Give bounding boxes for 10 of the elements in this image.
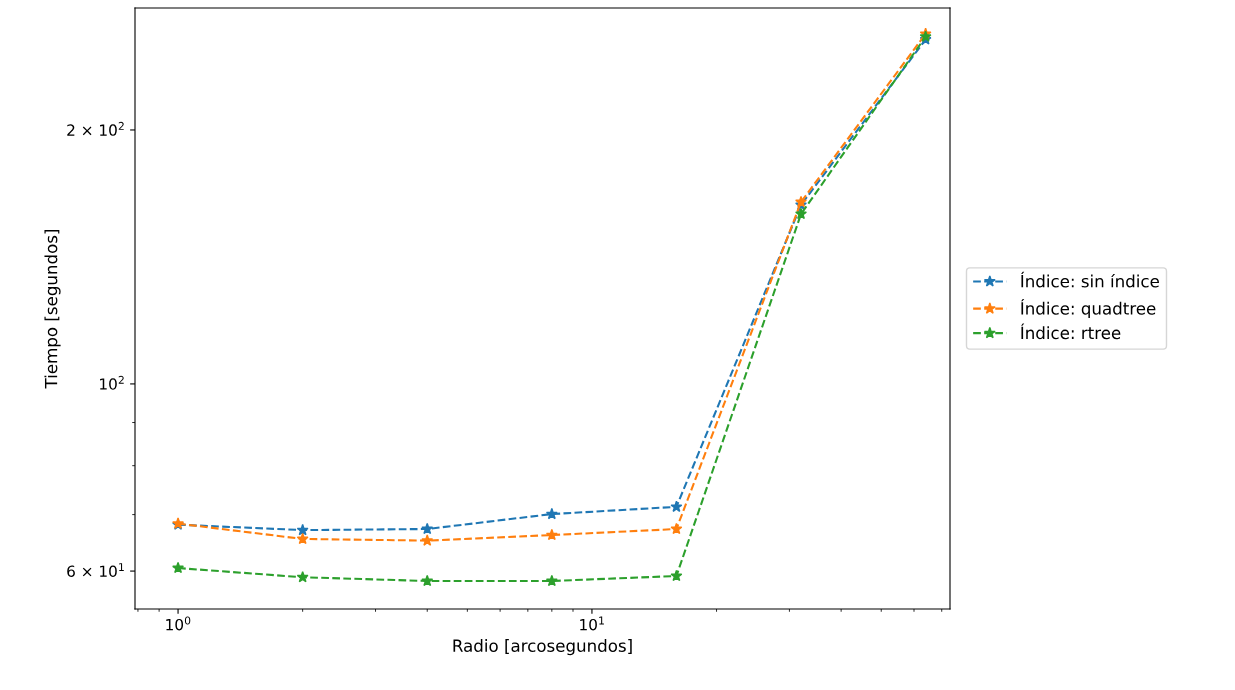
y-tick-label: 10$^{2}$ [100, 375, 124, 390]
y-tick-label: 6 × 10$^{1}$ [67, 563, 124, 577]
y-tick-label: 2 × 10$^{2}$ [67, 121, 124, 136]
x-axis-title: Radio [arcosegundos] [453, 639, 632, 656]
x-tick-label: 10$^{1}$ [580, 616, 604, 631]
legend-label: Índice: quadtree [1021, 299, 1156, 318]
legend-label: Índice: sin índice [1021, 271, 1159, 288]
x-tick-label: 10$^{0}$ [166, 616, 191, 631]
legend-label: Índice: rtree [1021, 323, 1121, 340]
y-axis-title: Tiempo [segundos] [44, 229, 61, 389]
